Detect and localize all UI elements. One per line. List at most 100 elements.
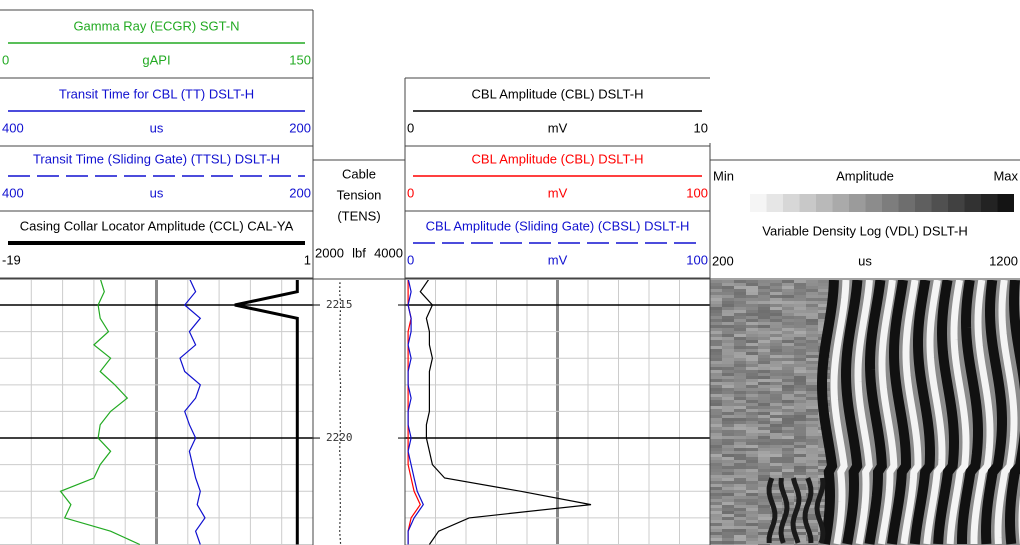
vdl-noise: [758, 286, 770, 289]
vdl-noise: [794, 289, 806, 292]
vdl-noise: [794, 286, 806, 289]
vdl-noise: [722, 514, 734, 517]
vdl-noise: [782, 400, 794, 403]
vdl-noise: [710, 490, 722, 493]
vdl-noise: [734, 442, 746, 445]
vdl-noise: [734, 484, 746, 487]
scale-unit: gAPI: [142, 52, 170, 67]
header-title: CBL Amplitude (CBL) DSLT-H: [472, 86, 644, 101]
vdl-noise: [746, 379, 758, 382]
vdl-noise: [710, 289, 722, 292]
vdl-noise: [710, 325, 722, 328]
vdl-noise: [770, 463, 782, 466]
vdl-noise: [758, 433, 770, 436]
vdl-noise: [794, 358, 806, 361]
vdl-noise: [770, 331, 782, 334]
vdl-noise: [734, 385, 746, 388]
vdl-noise: [722, 301, 734, 304]
vdl-noise: [710, 460, 722, 463]
vdl-noise: [722, 400, 734, 403]
scale-right: 200: [289, 120, 311, 135]
vdl-noise: [746, 505, 758, 508]
vdl-noise: [710, 532, 722, 535]
vdl-noise: [734, 322, 746, 325]
vdl-noise: [806, 352, 818, 355]
vdl-noise: [794, 433, 806, 436]
vdl-noise: [746, 493, 758, 496]
vdl-noise: [770, 409, 782, 412]
vdl-noise: [710, 373, 722, 376]
vdl-noise: [782, 439, 794, 442]
vdl-noise: [746, 541, 758, 544]
vdl-noise: [794, 418, 806, 421]
vdl-noise: [734, 361, 746, 364]
vdl-noise: [770, 301, 782, 304]
vdl-noise: [734, 508, 746, 511]
vdl-noise: [770, 337, 782, 340]
vdl-noise: [710, 328, 722, 331]
vdl-noise: [722, 451, 734, 454]
vdl-noise: [734, 391, 746, 394]
vdl-noise: [722, 304, 734, 307]
vdl-noise: [770, 298, 782, 301]
vdl-noise: [770, 358, 782, 361]
vdl-noise: [758, 283, 770, 286]
vdl-noise: [782, 436, 794, 439]
vdl-noise: [794, 406, 806, 409]
vdl-noise: [746, 406, 758, 409]
vdl-noise: [758, 430, 770, 433]
vdl-noise: [734, 520, 746, 523]
vdl-noise: [806, 292, 818, 295]
vdl-noise: [758, 361, 770, 364]
vdl-noise: [746, 412, 758, 415]
vdl-noise: [746, 511, 758, 514]
vdl-noise: [710, 334, 722, 337]
vdl-noise: [758, 523, 770, 526]
vdl-noise: [782, 469, 794, 472]
vdl-noise: [722, 517, 734, 520]
vdl-noise: [722, 511, 734, 514]
vdl-noise: [722, 349, 734, 352]
vdl-noise: [806, 307, 818, 310]
vdl-noise: [746, 466, 758, 469]
vdl-noise: [710, 286, 722, 289]
vdl-noise: [734, 490, 746, 493]
vdl-noise: [782, 397, 794, 400]
vdl-noise: [794, 457, 806, 460]
vdl-noise: [734, 460, 746, 463]
vdl-noise: [722, 352, 734, 355]
header-title: Transit Time for CBL (TT) DSLT-H: [59, 86, 254, 101]
vdl-noise: [734, 496, 746, 499]
vdl-noise: [770, 439, 782, 442]
vdl-noise: [806, 385, 818, 388]
vdl-noise: [710, 481, 722, 484]
vdl-noise: [794, 424, 806, 427]
vdl-noise: [722, 397, 734, 400]
vdl-noise: [806, 451, 818, 454]
vdl-noise: [758, 508, 770, 511]
vdl-noise: [770, 286, 782, 289]
vdl-noise: [734, 472, 746, 475]
vdl-noise: [758, 388, 770, 391]
vdl-noise: [758, 409, 770, 412]
vdl-noise: [734, 355, 746, 358]
vdl-noise: [746, 340, 758, 343]
vdl-noise: [758, 304, 770, 307]
scale-right: 150: [289, 52, 311, 67]
vdl-noise: [710, 349, 722, 352]
vdl-noise: [758, 322, 770, 325]
vdl-noise: [722, 331, 734, 334]
vdl-noise: [710, 352, 722, 355]
vdl-noise: [770, 457, 782, 460]
vdl-noise: [746, 319, 758, 322]
vdl-noise: [710, 319, 722, 322]
vdl-noise: [710, 337, 722, 340]
vdl-noise: [746, 433, 758, 436]
vdl-noise: [770, 361, 782, 364]
vdl-noise: [794, 316, 806, 319]
vdl-noise: [770, 346, 782, 349]
vdl-noise: [770, 319, 782, 322]
vdl-noise: [758, 334, 770, 337]
vdl-noise: [770, 325, 782, 328]
vdl-noise: [818, 280, 830, 283]
